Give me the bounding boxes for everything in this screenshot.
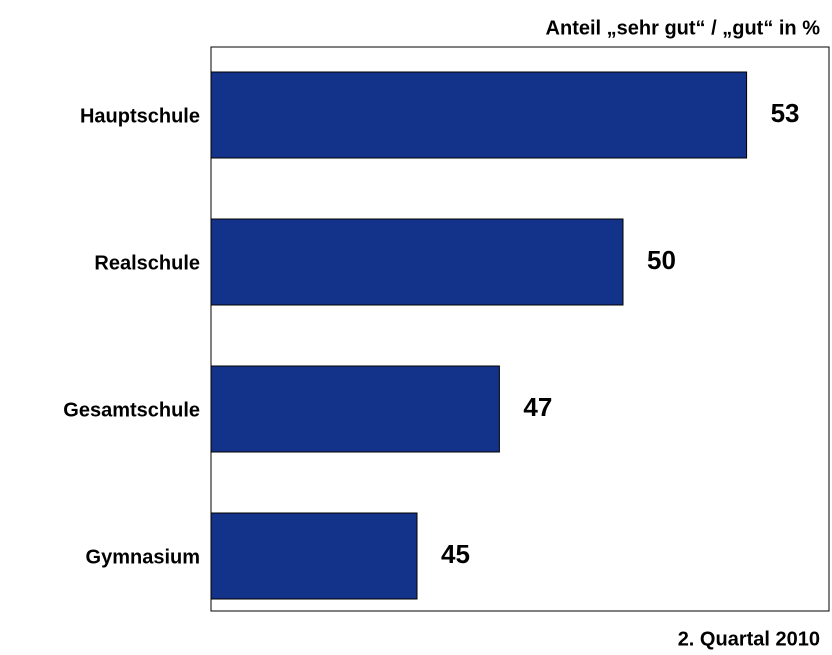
y-tick-label: Gymnasium <box>86 546 200 568</box>
y-tick-label: Realschule <box>94 252 200 274</box>
y-tick-label: Gesamtschule <box>63 399 200 421</box>
bar <box>210 71 748 159</box>
bar <box>210 512 418 600</box>
plot-frame <box>210 46 830 612</box>
bar <box>210 365 500 453</box>
data-label: 50 <box>647 245 676 275</box>
chart-title: Anteil „sehr gut“ / „gut“ in % <box>546 17 821 39</box>
footnote: 2. Quartal 2010 <box>678 628 820 650</box>
y-tick-label: Hauptschule <box>80 105 200 127</box>
bar <box>210 218 624 306</box>
data-label: 53 <box>771 98 800 128</box>
data-label: 47 <box>523 392 552 422</box>
data-label: 45 <box>441 539 470 569</box>
